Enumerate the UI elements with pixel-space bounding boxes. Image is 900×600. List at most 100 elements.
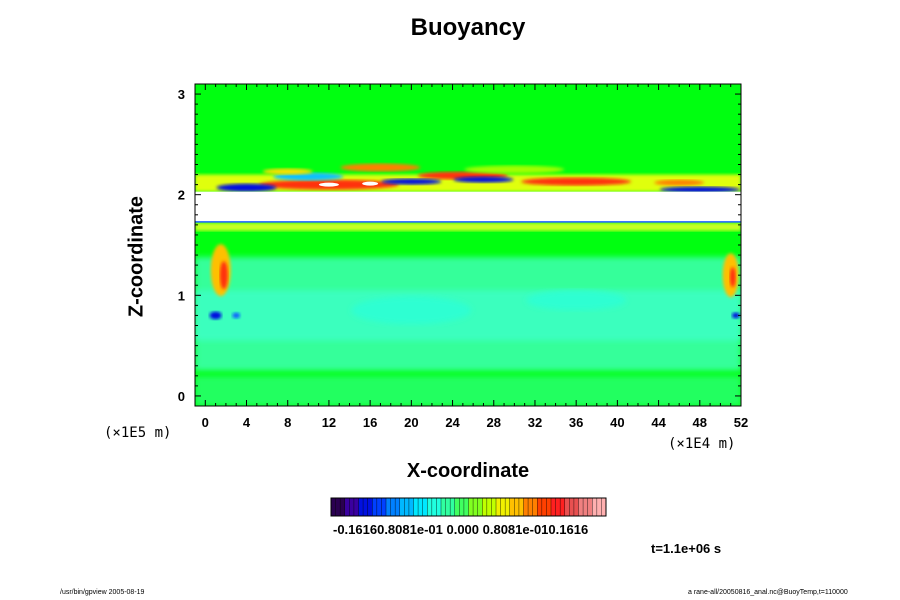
colorbar-swatch <box>569 498 575 516</box>
field-upper-band <box>273 172 344 181</box>
colorbar-frame <box>330 497 607 517</box>
field-plume-left-core <box>219 261 228 290</box>
colorbar-swatch <box>528 498 533 516</box>
colorbar-swatch <box>463 498 469 516</box>
x-unit-label: (×1E4 m) <box>668 436 736 452</box>
colorbar-swatch <box>331 498 336 516</box>
field-saturation-spot <box>318 182 339 187</box>
field-upper-band <box>654 179 705 186</box>
field-upper-band <box>659 186 740 193</box>
z-unit-label: (×1E5 m) <box>104 425 172 441</box>
colorbar-swatch <box>427 498 433 516</box>
colorbar-swatch <box>523 498 529 516</box>
colorbar-swatch <box>418 498 423 516</box>
colorbar-swatch <box>381 498 387 516</box>
colorbar-swatch <box>395 498 401 516</box>
colorbar-swatch <box>363 498 368 516</box>
colorbar-swatch <box>500 498 506 516</box>
colorbar-swatch <box>560 498 566 516</box>
colorbar-swatch <box>578 498 584 516</box>
footer-command: /usr/bin/gpview 2005-08-19 <box>60 589 145 596</box>
colorbar-swatch <box>349 498 355 516</box>
field-positive-layer <box>195 222 741 231</box>
x-tick-label: 44 <box>651 415 666 430</box>
field-eddy-right <box>731 312 740 319</box>
x-tick-label: 0 <box>202 415 209 430</box>
colorbar-swatch <box>518 498 524 516</box>
colorbar-swatch <box>505 498 511 516</box>
colorbar-swatch <box>496 498 501 516</box>
y-tick-label: 3 <box>178 87 185 102</box>
colorbar-swatch <box>445 498 451 516</box>
y-tick-label: 0 <box>178 389 185 404</box>
colorbar-swatch <box>340 498 346 516</box>
field-plume-right-core <box>729 267 736 288</box>
field-upper-band <box>453 176 514 183</box>
colorbar-swatch <box>509 498 515 516</box>
x-tick-label: 40 <box>610 415 624 430</box>
field-eddy-left <box>209 311 222 320</box>
y-tick-label: 1 <box>178 288 185 303</box>
field-upper-band <box>262 168 313 175</box>
colorbar-swatch <box>459 498 465 516</box>
y-axis-label: Z-coordinate <box>125 195 148 318</box>
colorbar-swatch <box>541 498 547 516</box>
colorbar-swatch <box>408 498 414 516</box>
colorbar-swatch <box>551 498 556 516</box>
field-upper-band <box>381 178 442 185</box>
colorbar-swatch <box>386 498 391 516</box>
colorbar-swatch <box>601 498 607 516</box>
colorbar-swatch <box>477 498 483 516</box>
field-saturation-spot <box>362 181 379 186</box>
colorbar-swatch <box>537 498 543 516</box>
colorbar-swatch <box>413 498 419 516</box>
colorbar-swatch <box>399 498 405 516</box>
colorbar-swatch <box>367 498 373 516</box>
field-upper-band <box>216 183 277 192</box>
x-tick-label: 36 <box>569 415 583 430</box>
field-upper-band <box>464 165 565 174</box>
colorbar-swatch <box>587 498 593 516</box>
missing-data-band <box>195 191 741 222</box>
colorbar-swatch <box>372 498 378 516</box>
x-tick-label: 4 <box>243 415 251 430</box>
colorbar-swatch <box>491 498 497 516</box>
x-tick-label: 28 <box>487 415 501 430</box>
y-tick-label: 2 <box>178 188 185 203</box>
x-axis-label: X-coordinate <box>406 460 530 482</box>
footer-source: a rane-all/20050816_anal.nc@BuoyTemp,t=1… <box>688 589 848 596</box>
time-label: t=1.1e+06 s <box>651 541 722 556</box>
colorbar-swatch <box>454 498 460 516</box>
field-surface-layer <box>195 375 741 406</box>
x-tick-label: 12 <box>322 415 336 430</box>
colorbar-swatch <box>592 498 598 516</box>
colorbar-swatch <box>486 498 492 516</box>
colorbar-swatch <box>358 498 364 516</box>
colorbar-swatch <box>596 498 602 516</box>
colorbar-swatch <box>514 498 520 516</box>
field-negative-patch <box>351 296 472 325</box>
colorbar-swatch <box>555 498 561 516</box>
colorbar-swatch <box>390 498 396 516</box>
colorbar-swatch <box>422 498 428 516</box>
field-negative-patch <box>526 290 627 311</box>
colorbar-swatch <box>376 498 382 516</box>
x-tick-label: 24 <box>445 415 460 430</box>
colorbar-swatch <box>335 498 341 516</box>
field-upper-band <box>340 163 421 172</box>
colorbar-swatch <box>344 498 350 516</box>
colorbar-swatch <box>441 498 446 516</box>
colorbar-swatch <box>450 498 456 516</box>
colorbar-swatch <box>431 498 437 516</box>
colorbar-swatch <box>564 498 570 516</box>
colorbar-swatch <box>436 498 442 516</box>
x-tick-label: 32 <box>528 415 542 430</box>
colorbar-tick-labels: -0.16160.8081e-01 0.000 0.8081e-010.1616 <box>333 522 589 537</box>
x-tick-label: 52 <box>734 415 748 430</box>
colorbar-swatch <box>353 498 359 516</box>
chart-title: Buoyancy <box>410 14 526 41</box>
field-upper-band <box>521 177 632 186</box>
colorbar-swatch <box>532 498 538 516</box>
colorbar-swatch <box>583 498 588 516</box>
